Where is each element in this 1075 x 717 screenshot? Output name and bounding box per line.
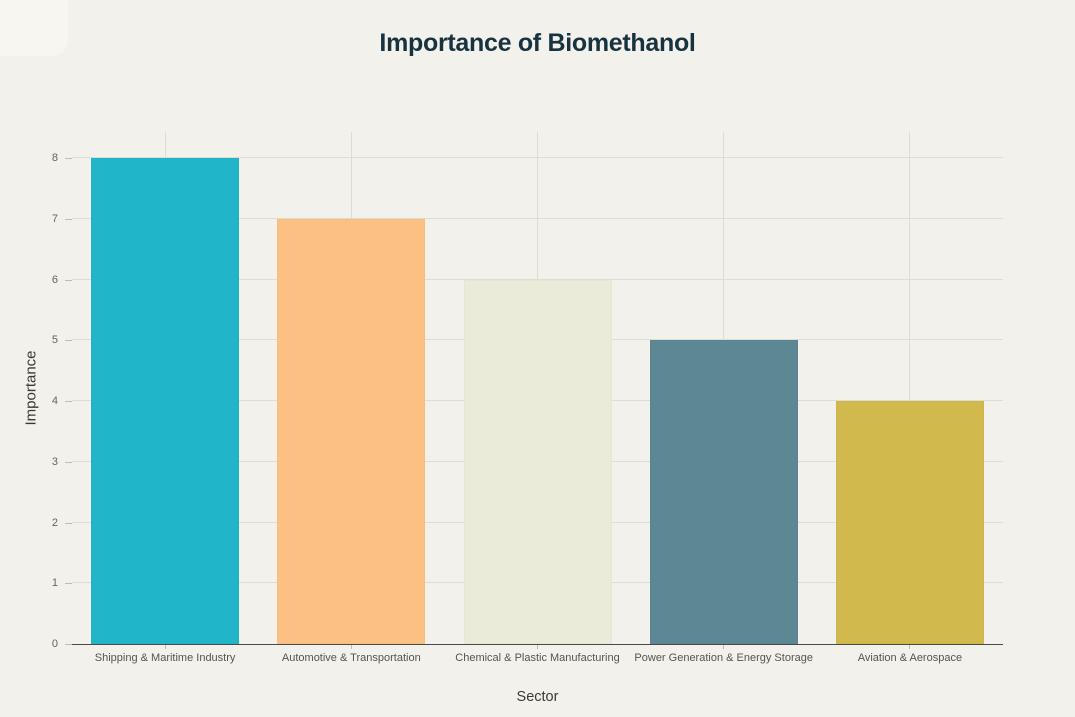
category-label: Chemical & Plastic Manufacturing: [455, 652, 620, 664]
bar: [91, 158, 240, 644]
x-tick-mark: [164, 645, 166, 649]
x-axis-title: Sector: [516, 689, 559, 705]
category-label: Aviation & Aerospace: [857, 652, 963, 664]
category-label: Shipping & Maritime Industry: [94, 652, 236, 664]
y-tick-mark: [65, 644, 72, 645]
bar: [463, 279, 612, 644]
x-tick-mark: [723, 645, 725, 649]
bar: [835, 401, 984, 644]
category-label: Automotive & Transportation: [281, 652, 421, 664]
plot-area: Shipping & Maritime Industry Automotive &…: [72, 132, 1003, 664]
bar: [649, 340, 798, 644]
y-tick-mark: [65, 279, 72, 281]
vertical-gridline: [909, 132, 911, 644]
y-tick-mark: [65, 461, 72, 463]
category-label: Power Generation & Energy Storage: [634, 652, 813, 664]
corner-highlight: [0, 0, 68, 56]
y-tick-mark: [65, 340, 72, 342]
y-tick-mark: [65, 158, 72, 159]
y-tick-mark: [65, 583, 72, 585]
chart-title: Importance of Biomethanol: [379, 29, 696, 57]
y-tick-mark: [65, 522, 72, 524]
y-tick-mark: [65, 401, 72, 402]
y-axis-title: Importance: [22, 350, 40, 426]
y-tick-mark: [65, 218, 72, 220]
bar: [277, 218, 426, 644]
x-tick-mark: [909, 645, 911, 649]
x-tick-mark: [350, 645, 352, 649]
x-tick-mark: [537, 645, 538, 649]
